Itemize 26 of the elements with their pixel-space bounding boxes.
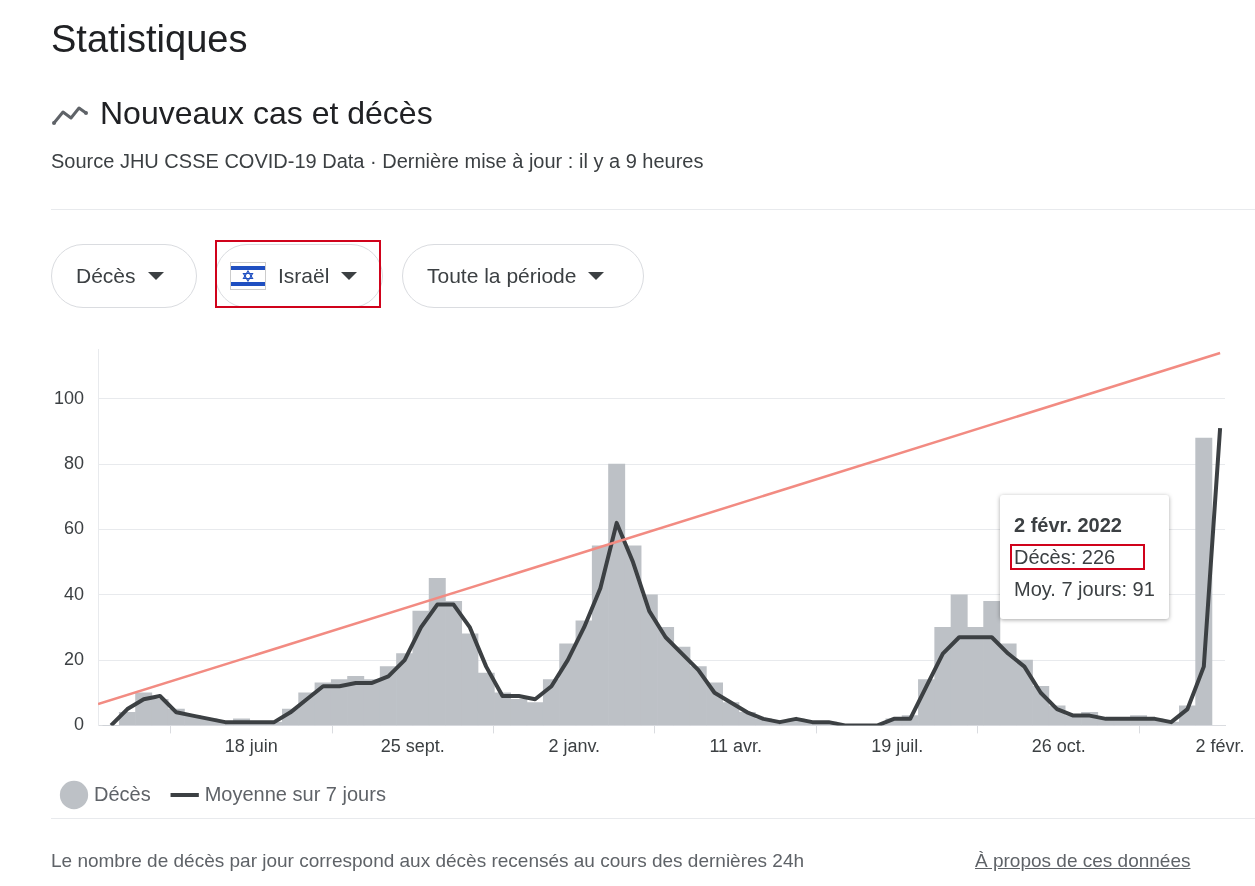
y-tick-label: 20 (64, 649, 85, 670)
x-tick-label: 2 févr. (1195, 736, 1245, 757)
annotation: Décès: 226 (1010, 544, 1146, 570)
text: Israël (278, 264, 330, 288)
legend-label: Moyenne sur 7 jours (204, 782, 386, 805)
x-tick-label: 19 juil. (871, 736, 924, 757)
text: Statistiques (51, 18, 248, 61)
annotation: 2 févr. 2022 (1014, 513, 1123, 538)
text: À propos de ces données (975, 850, 1191, 872)
text: Le nombre de décès par jour correspond aux décès recensés au cours des dernières 24h (51, 850, 805, 872)
chart-subtitle: Source JHU CSSE COVID-19 Data · Dernière mise à jour : il y a 9 heures (51, 150, 704, 173)
y-tick-label: 40 (64, 583, 85, 604)
y-tick-label: 80 (64, 453, 85, 474)
y-tick-label: 60 (64, 518, 85, 539)
x-tick-label: 11 avr. (709, 736, 763, 757)
chart-title: Nouveaux cas et décès (100, 95, 433, 132)
y-tick-label: 0 (74, 714, 85, 735)
text: Décès (76, 264, 136, 288)
x-tick-label: 26 oct. (1031, 736, 1086, 757)
annotation: Moy. 7 jours: 91 (1014, 577, 1155, 602)
x-tick-label: 25 sept. (380, 736, 445, 757)
text: Toute la période (427, 264, 577, 288)
y-tick-label: 100 (53, 387, 85, 408)
legend-label: Décès (94, 782, 151, 805)
x-tick-label: 2 janv. (548, 736, 601, 757)
x-tick-label: 18 juin (224, 736, 278, 757)
